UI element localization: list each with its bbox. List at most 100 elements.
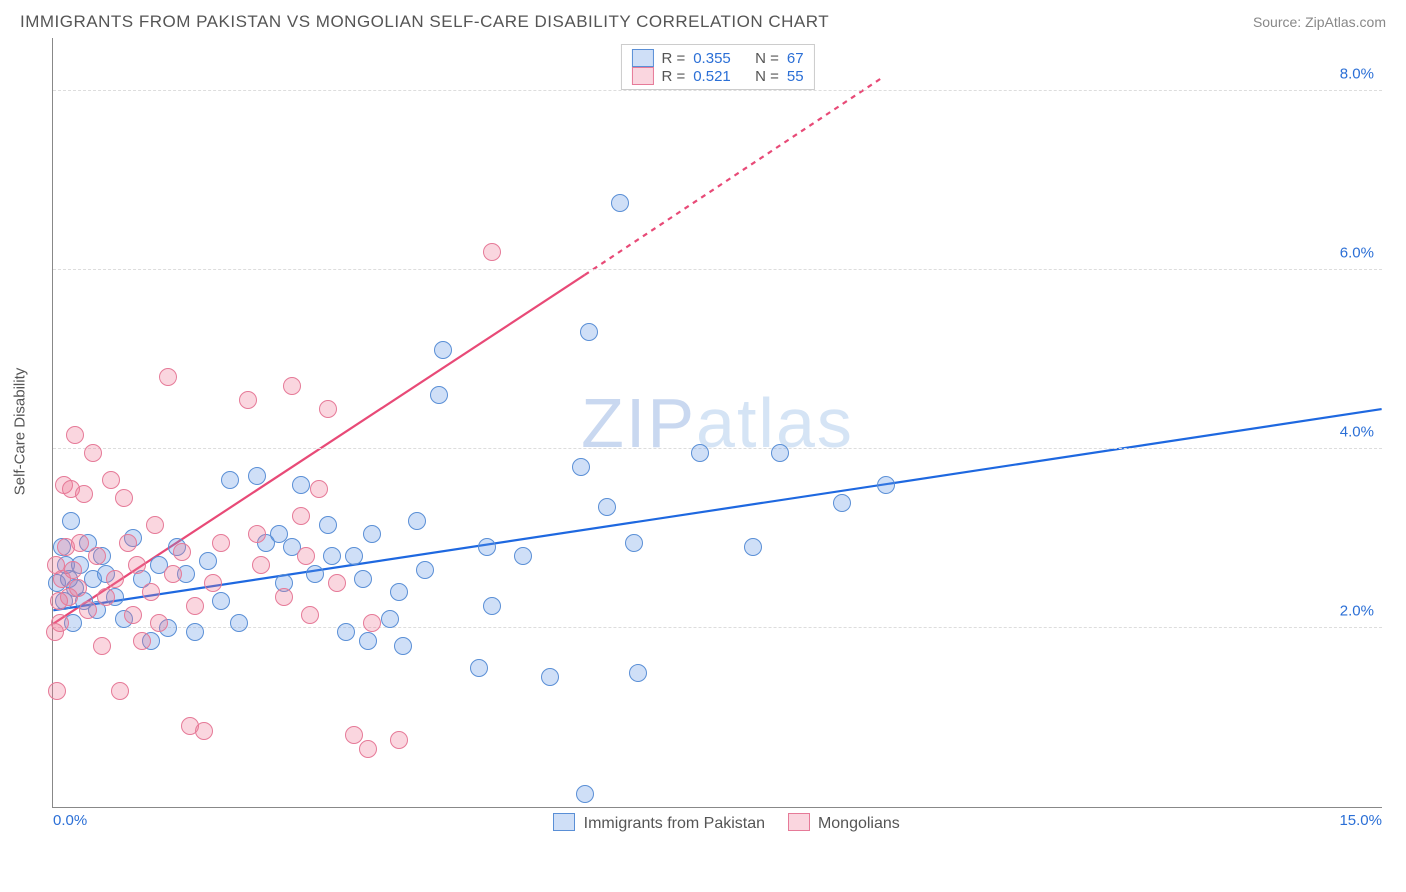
point-mongolian [66, 426, 84, 444]
point-mongolian [390, 731, 408, 749]
point-mongolian [186, 597, 204, 615]
chart-title: IMMIGRANTS FROM PAKISTAN VS MONGOLIAN SE… [20, 12, 829, 32]
point-pakistan [771, 444, 789, 462]
point-pakistan [230, 614, 248, 632]
point-mongolian [297, 547, 315, 565]
point-mongolian [275, 588, 293, 606]
point-mongolian [301, 606, 319, 624]
point-pakistan [416, 561, 434, 579]
legend-swatch-pink [631, 67, 653, 85]
point-mongolian [173, 543, 191, 561]
regression-lines-layer [53, 38, 1382, 807]
point-pakistan [576, 785, 594, 803]
point-mongolian [106, 570, 124, 588]
point-mongolian [124, 606, 142, 624]
plot-region: ZIPatlas R = 0.355 N = 67 R = 0.521 N = … [52, 38, 1382, 808]
point-pakistan [199, 552, 217, 570]
bottom-label-2: Mongolians [818, 815, 900, 832]
point-mongolian [75, 485, 93, 503]
point-mongolian [133, 632, 151, 650]
point-pakistan [394, 637, 412, 655]
point-mongolian [93, 637, 111, 655]
point-pakistan [611, 194, 629, 212]
regression-line [53, 409, 1381, 610]
point-pakistan [337, 623, 355, 641]
point-pakistan [514, 547, 532, 565]
point-mongolian [84, 444, 102, 462]
point-pakistan [381, 610, 399, 628]
point-mongolian [50, 592, 68, 610]
point-mongolian [128, 556, 146, 574]
legend-swatch-blue [631, 49, 653, 67]
gridline [53, 269, 1382, 270]
point-mongolian [359, 740, 377, 758]
point-pakistan [430, 386, 448, 404]
gridline [53, 448, 1382, 449]
point-mongolian [64, 561, 82, 579]
point-pakistan [877, 476, 895, 494]
point-pakistan [470, 659, 488, 677]
point-pakistan [323, 547, 341, 565]
regression-line [585, 78, 882, 275]
chart-area: Self-Care Disability ZIPatlas R = 0.355 … [34, 38, 1392, 808]
point-pakistan [598, 498, 616, 516]
point-pakistan [541, 668, 559, 686]
point-pakistan [572, 458, 590, 476]
point-mongolian [142, 583, 160, 601]
point-pakistan [434, 341, 452, 359]
point-pakistan [363, 525, 381, 543]
point-mongolian [212, 534, 230, 552]
point-pakistan [306, 565, 324, 583]
point-mongolian [46, 623, 64, 641]
y-tick: 8.0% [1340, 65, 1374, 82]
point-mongolian [71, 534, 89, 552]
bottom-label-1: Immigrants from Pakistan [584, 815, 765, 832]
point-pakistan [580, 323, 598, 341]
point-mongolian [363, 614, 381, 632]
point-pakistan [625, 534, 643, 552]
point-mongolian [159, 368, 177, 386]
y-axis-label: Self-Care Disability [12, 368, 29, 496]
point-mongolian [146, 516, 164, 534]
point-mongolian [150, 614, 168, 632]
point-mongolian [79, 601, 97, 619]
point-mongolian [115, 489, 133, 507]
point-mongolian [195, 722, 213, 740]
point-pakistan [292, 476, 310, 494]
point-mongolian [328, 574, 346, 592]
point-pakistan [345, 547, 363, 565]
point-pakistan [62, 512, 80, 530]
point-pakistan [319, 516, 337, 534]
point-pakistan [478, 538, 496, 556]
point-mongolian [239, 391, 257, 409]
gridline [53, 627, 1382, 628]
x-tick-right: 15.0% [1339, 812, 1382, 829]
stats-row-1: R = 0.355 N = 67 [631, 49, 803, 67]
point-pakistan [483, 597, 501, 615]
chart-header: IMMIGRANTS FROM PAKISTAN VS MONGOLIAN SE… [0, 0, 1406, 38]
point-mongolian [97, 588, 115, 606]
point-pakistan [691, 444, 709, 462]
point-pakistan [744, 538, 762, 556]
watermark: ZIPatlas [581, 383, 854, 463]
point-pakistan [212, 592, 230, 610]
bottom-swatch-pink [788, 813, 810, 831]
point-mongolian [111, 682, 129, 700]
point-pakistan [833, 494, 851, 512]
y-tick: 4.0% [1340, 423, 1374, 440]
point-pakistan [221, 471, 239, 489]
point-mongolian [283, 377, 301, 395]
x-tick-left: 0.0% [53, 812, 87, 829]
point-pakistan [629, 664, 647, 682]
point-mongolian [164, 565, 182, 583]
point-mongolian [248, 525, 266, 543]
point-mongolian [292, 507, 310, 525]
bottom-legend: Immigrants from Pakistan Mongolians [53, 813, 1382, 833]
point-mongolian [319, 400, 337, 418]
point-mongolian [102, 471, 120, 489]
point-pakistan [248, 467, 266, 485]
chart-source: Source: ZipAtlas.com [1253, 14, 1386, 30]
point-mongolian [88, 547, 106, 565]
point-mongolian [69, 579, 87, 597]
y-tick: 2.0% [1340, 602, 1374, 619]
